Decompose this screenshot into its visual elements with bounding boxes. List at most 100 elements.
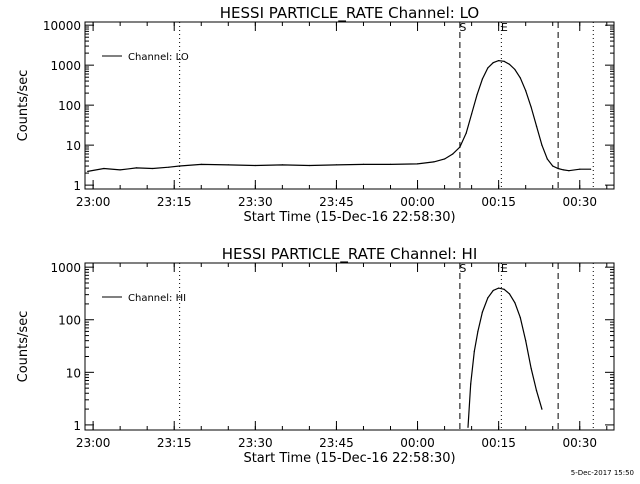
data-point bbox=[498, 287, 500, 289]
series-line bbox=[467, 287, 543, 428]
data-point bbox=[579, 168, 581, 170]
data-point bbox=[481, 78, 483, 80]
data-point bbox=[503, 60, 505, 62]
x-tick-label: 00:30 bbox=[562, 195, 597, 209]
data-point bbox=[535, 390, 538, 392]
legend-entry: Channel: LO bbox=[128, 52, 189, 63]
data-point bbox=[465, 132, 467, 134]
data-point bbox=[473, 350, 475, 352]
x-tick-label: 23:15 bbox=[157, 436, 192, 450]
x-axis-label: Start Time (15-Dec-16 22:58:30) bbox=[243, 210, 455, 225]
x-tick-label: 00:00 bbox=[400, 195, 435, 209]
data-point bbox=[362, 163, 365, 165]
data-point bbox=[452, 153, 454, 155]
y-tick-label: 100 bbox=[58, 314, 81, 328]
data-point bbox=[389, 163, 392, 165]
y-axis-label: Counts/sec bbox=[16, 70, 31, 142]
data-point bbox=[152, 167, 154, 170]
y-tick-label: 1000 bbox=[50, 261, 81, 275]
data-point bbox=[459, 146, 461, 148]
data-point bbox=[530, 367, 532, 369]
plot-frame bbox=[84, 21, 615, 190]
x-tick-label: 23:30 bbox=[238, 195, 273, 209]
data-point bbox=[103, 167, 105, 170]
data-point bbox=[470, 383, 472, 385]
data-point bbox=[568, 170, 570, 172]
chart-title: HESSI PARTICLE_RATE Channel: LO bbox=[220, 4, 479, 23]
x-tick-label: 00:00 bbox=[400, 436, 435, 450]
y-tick-label: 1 bbox=[73, 419, 81, 433]
data-point bbox=[487, 67, 489, 69]
y-tick-label: 10000 bbox=[43, 19, 81, 33]
y-tick-label: 100 bbox=[58, 99, 81, 113]
chart-panel-1: HESSI PARTICLE_RATE Channel: LO 23:00 23:1… bbox=[16, 4, 615, 225]
data-point bbox=[552, 165, 554, 167]
data-point bbox=[467, 426, 469, 428]
data-point bbox=[508, 63, 511, 65]
chart-panel-2: HESSI PARTICLE_RATE Channel: HI 23:00 23:1… bbox=[16, 245, 615, 466]
data-point bbox=[519, 317, 521, 319]
x-tick-label: 23:45 bbox=[319, 195, 354, 209]
marker-label-s: S bbox=[459, 262, 466, 275]
y-tick-label: 10 bbox=[66, 366, 81, 380]
x-tick-label: 00:15 bbox=[481, 436, 516, 450]
data-point bbox=[487, 297, 489, 299]
data-point bbox=[335, 164, 337, 166]
data-point bbox=[444, 158, 446, 160]
data-point bbox=[530, 106, 532, 108]
data-point bbox=[590, 168, 592, 170]
y-tick-label: 1000 bbox=[50, 59, 81, 73]
data-point bbox=[281, 164, 283, 166]
data-point bbox=[525, 340, 527, 342]
data-point bbox=[514, 302, 516, 304]
x-tick-label: 23:45 bbox=[319, 436, 354, 450]
x-tick-label: 23:00 bbox=[76, 195, 111, 209]
data-point bbox=[135, 167, 137, 169]
data-point bbox=[481, 311, 483, 313]
footer-timestamp: 5-Dec-2017 15:50 bbox=[570, 469, 634, 477]
data-point bbox=[476, 94, 478, 96]
data-point bbox=[525, 90, 527, 92]
chart-title: HESSI PARTICLE_RATE Channel: HI bbox=[222, 245, 478, 264]
data-point bbox=[308, 164, 310, 167]
data-point bbox=[508, 293, 511, 295]
marker-label-e: E bbox=[501, 21, 508, 34]
data-point bbox=[498, 60, 500, 62]
data-point bbox=[254, 164, 256, 167]
data-point bbox=[503, 288, 505, 290]
data-point bbox=[541, 408, 543, 410]
x-axis-label: Start Time (15-Dec-16 22:58:30) bbox=[243, 451, 455, 466]
y-axis-label: Counts/sec bbox=[16, 311, 31, 383]
data-point bbox=[179, 165, 181, 167]
data-point bbox=[227, 164, 229, 166]
data-point bbox=[492, 62, 494, 64]
data-point bbox=[514, 68, 516, 71]
x-tick-label: 00:30 bbox=[562, 436, 597, 450]
data-point bbox=[119, 169, 121, 171]
data-point bbox=[541, 144, 543, 146]
data-point bbox=[477, 330, 479, 332]
data-point bbox=[471, 113, 473, 115]
data-point bbox=[416, 163, 419, 165]
data-point bbox=[546, 158, 548, 160]
marker-label-s: S bbox=[459, 21, 466, 34]
x-tick-label: 23:15 bbox=[157, 195, 192, 209]
series-line bbox=[87, 59, 591, 172]
legend-entry: Channel: HI bbox=[128, 293, 186, 304]
data-point bbox=[562, 169, 565, 171]
plot-frame bbox=[84, 262, 615, 431]
x-tick-label: 00:15 bbox=[481, 195, 516, 209]
y-tick-label: 10 bbox=[66, 139, 81, 153]
data-point bbox=[557, 167, 559, 170]
x-tick-label: 23:30 bbox=[238, 436, 273, 450]
x-tick-label: 23:00 bbox=[76, 436, 111, 450]
marker-label-e: E bbox=[501, 262, 508, 275]
data-point bbox=[519, 77, 521, 79]
y-tick-label: 1 bbox=[73, 179, 81, 193]
data-point bbox=[168, 166, 170, 168]
data-point bbox=[535, 125, 538, 127]
data-point bbox=[433, 161, 435, 163]
data-point bbox=[87, 170, 89, 172]
